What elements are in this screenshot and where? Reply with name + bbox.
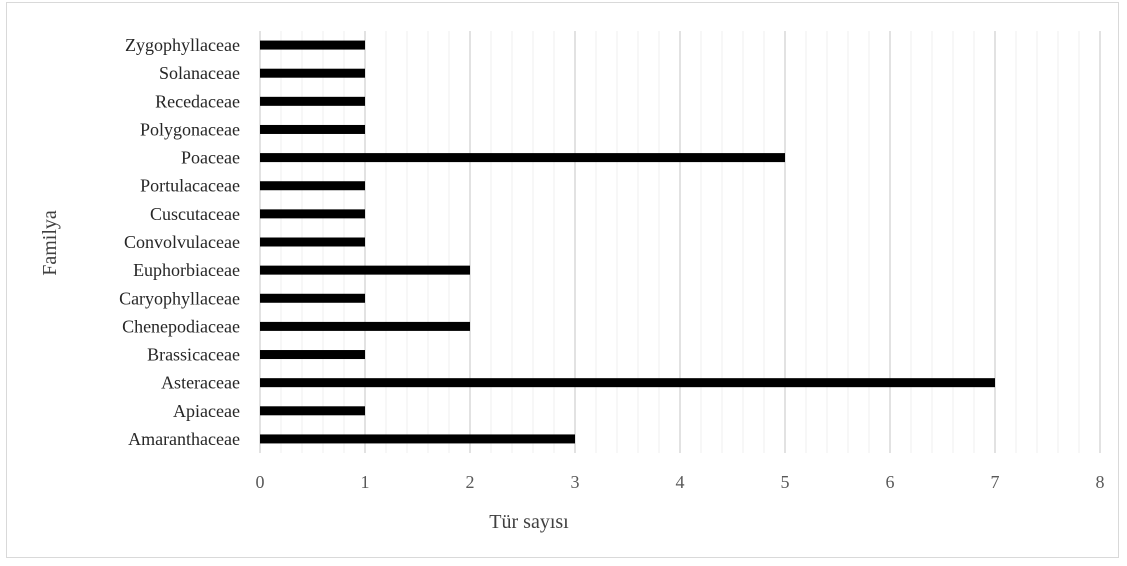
bar-polygonaceae: [260, 124, 365, 134]
category-label-chenepodiaceae: Chenepodiaceae: [122, 316, 240, 336]
category-label-portulacaceae: Portulacaceae: [140, 176, 240, 196]
category-labels: Amaranthaceae Apiaceae Asteraceae Brassicac…: [119, 35, 240, 449]
x-tick-label: 3: [571, 472, 580, 492]
x-tick-label: 7: [991, 472, 1000, 492]
category-label-polygonaceae: Polygonaceae: [140, 119, 240, 139]
category-label-asteraceae: Asteraceae: [161, 373, 240, 393]
category-label-solanaceae: Solanaceae: [159, 63, 240, 83]
bar-cuscutaceae: [260, 209, 365, 219]
y-axis-title: Familya: [39, 210, 61, 276]
category-label-euphorbiaceae: Euphorbiaceae: [133, 260, 240, 280]
category-label-convolvulaceae: Convolvulaceae: [124, 232, 240, 252]
x-tick-label: 1: [361, 472, 370, 492]
bar-recedaceae: [260, 96, 365, 106]
bar-solanaceae: [260, 68, 365, 78]
x-tick-label: 2: [466, 472, 475, 492]
category-label-amaranthaceae: Amaranthaceae: [128, 429, 240, 449]
bars: [260, 40, 995, 444]
bar-caryophyllaceae: [260, 293, 365, 303]
category-label-cuscutaceae: Cuscutaceae: [150, 204, 240, 224]
bar-apiaceae: [260, 406, 365, 416]
x-tick-labels: 0 1 2 3 4 5 6 7 8: [256, 472, 1105, 492]
bar-brassicaceae: [260, 350, 365, 360]
grid-lines: [259, 31, 1101, 453]
x-axis-title: Tür sayısı: [489, 511, 569, 533]
bar-chenepodiaceae: [260, 321, 470, 331]
x-tick-label: 5: [781, 472, 790, 492]
bar-zygophyllaceae: [260, 40, 365, 50]
bar-poaceae: [260, 153, 785, 163]
category-label-caryophyllaceae: Caryophyllaceae: [119, 288, 240, 308]
category-label-zygophyllaceae: Zygophyllaceae: [125, 35, 240, 55]
category-label-recedaceae: Recedaceae: [155, 91, 240, 111]
bar-asteraceae: [260, 378, 995, 388]
category-label-apiaceae: Apiaceae: [173, 401, 240, 421]
x-tick-label: 4: [676, 472, 685, 492]
chart-frame: [6, 2, 1119, 558]
bar-amaranthaceae: [260, 434, 575, 444]
x-tick-label: 6: [886, 472, 895, 492]
x-tick-label: 8: [1096, 472, 1105, 492]
bar-euphorbiaceae: [260, 265, 470, 275]
bar-portulacaceae: [260, 181, 365, 191]
x-tick-label: 0: [256, 472, 265, 492]
bar-convolvulaceae: [260, 237, 365, 247]
category-label-poaceae: Poaceae: [181, 148, 240, 168]
category-label-brassicaceae: Brassicaceae: [147, 345, 240, 365]
